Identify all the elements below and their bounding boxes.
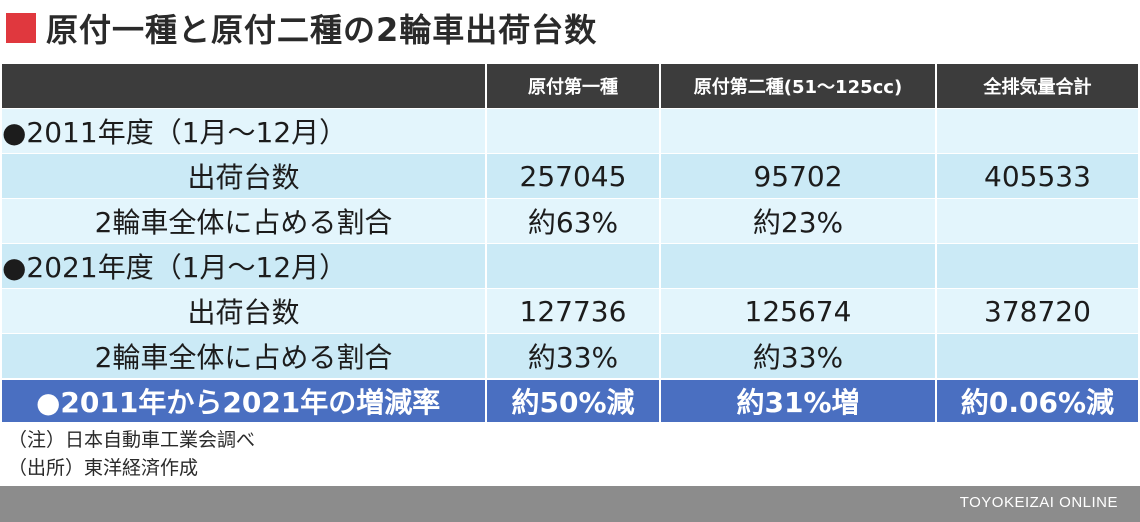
section-row-2011: ●2011年度（1月～12月） <box>2 108 1138 154</box>
table-cell <box>935 243 1138 289</box>
table-cell <box>485 243 660 289</box>
table-row-2021-shipments: 出荷台数 127736 125674 378720 <box>2 288 1138 334</box>
row-label: 出荷台数 <box>2 288 486 334</box>
row-label: 出荷台数 <box>2 153 486 199</box>
section-row-2021: ●2021年度（1月～12月） <box>2 243 1138 289</box>
section-label-2021: ●2021年度（1月～12月） <box>2 243 486 289</box>
table-cell: 125674 <box>659 288 936 334</box>
chart-title: 原付一種と原付二種の2輪車出荷台数 <box>6 4 597 52</box>
header-cell-blank <box>2 64 486 109</box>
title-text: 原付一種と原付二種の2輪車出荷台数 <box>46 11 598 49</box>
note-line: （出所）東洋経済作成 <box>8 457 199 479</box>
table-cell: 約63% <box>485 198 660 244</box>
data-table: 原付第一種 原付第二種(51～125cc) 全排気量合計 ●2011年度（1月～… <box>2 64 1138 422</box>
header-cell-gentsuki-2: 原付第二種(51～125cc) <box>659 64 936 109</box>
table-row-2011-share: 2輪車全体に占める割合 約63% 約23% <box>2 198 1138 244</box>
table-cell: 257045 <box>485 153 660 199</box>
table-cell <box>659 108 936 154</box>
table-cell <box>935 108 1138 154</box>
row-label: ●2011年から2021年の増減率 <box>2 378 486 422</box>
footer-bar: TOYOKEIZAI ONLINE <box>0 486 1140 522</box>
table-cell: 127736 <box>485 288 660 334</box>
table-cell: 約33% <box>659 333 936 379</box>
table-row-change-rate: ●2011年から2021年の増減率 約50%減 約31%増 約0.06%減 <box>2 378 1138 422</box>
section-label-2011: ●2011年度（1月～12月） <box>2 108 486 154</box>
table-cell: 約23% <box>659 198 936 244</box>
table-row-2021-share: 2輪車全体に占める割合 約33% 約33% <box>2 333 1138 379</box>
row-label: 2輪車全体に占める割合 <box>2 333 486 379</box>
table-cell <box>485 108 660 154</box>
table-cell: 約31%増 <box>659 378 936 422</box>
header-cell-gentsuki-1: 原付第一種 <box>485 64 660 109</box>
table-cell <box>659 243 936 289</box>
table-cell: 約50%減 <box>485 378 660 422</box>
table-cell <box>935 198 1138 244</box>
table-cell: 95702 <box>659 153 936 199</box>
table-cell: 378720 <box>935 288 1138 334</box>
title-marker-icon <box>6 13 36 43</box>
note-line: （注）日本自動車工業会調べ <box>8 429 256 451</box>
table-cell: 405533 <box>935 153 1138 199</box>
table-cell: 約33% <box>485 333 660 379</box>
table-cell: 約0.06%減 <box>935 378 1138 422</box>
header-cell-total: 全排気量合計 <box>935 64 1138 109</box>
table-header-row: 原付第一種 原付第二種(51～125cc) 全排気量合計 <box>2 64 1138 109</box>
table-cell <box>935 333 1138 379</box>
row-label: 2輪車全体に占める割合 <box>2 198 486 244</box>
table-row-2011-shipments: 出荷台数 257045 95702 405533 <box>2 153 1138 199</box>
brand-label: TOYOKEIZAI ONLINE <box>959 494 1118 511</box>
source-notes: （注）日本自動車工業会調べ （出所）東洋経済作成 <box>8 426 255 482</box>
